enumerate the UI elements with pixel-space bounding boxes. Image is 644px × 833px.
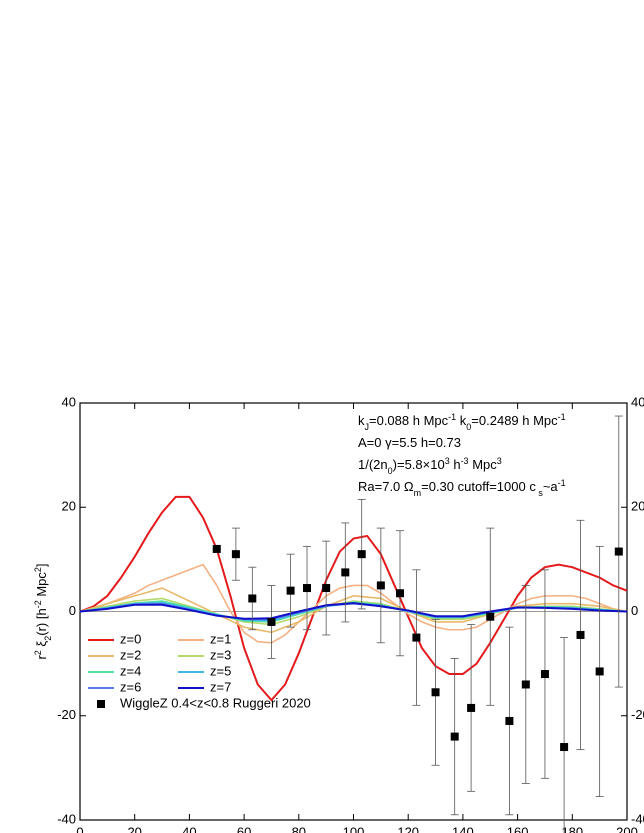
legend-label: z=2 bbox=[120, 647, 141, 662]
annotation: kJ=0.088 h Mpc-1 k0=0.2489 h Mpc-1 bbox=[358, 412, 566, 432]
legend-marker bbox=[97, 700, 105, 708]
legend-label: WiggleZ 0.4<z<0.8 Ruggeri 2020 bbox=[120, 695, 311, 710]
series-line bbox=[79, 563, 628, 644]
text-part: -1 bbox=[558, 478, 566, 488]
y-tick-label: 0 bbox=[69, 603, 76, 618]
legend-label: z=1 bbox=[210, 631, 231, 646]
text-part: h bbox=[450, 457, 461, 472]
x-tick-label: 40 bbox=[182, 824, 196, 833]
data-point bbox=[595, 667, 604, 676]
text-part: )=5.8×10 bbox=[393, 457, 445, 472]
legend-label: z=3 bbox=[210, 647, 231, 662]
x-tick-label: 100 bbox=[343, 824, 365, 833]
x-tick-label: 120 bbox=[397, 824, 419, 833]
legend-label: z=7 bbox=[210, 679, 231, 694]
x-tick-label: 60 bbox=[237, 824, 251, 833]
text-part: 1/(2n bbox=[358, 457, 388, 472]
y2-tick-label: 40 bbox=[631, 394, 644, 409]
data-point bbox=[614, 547, 623, 556]
text-part: m bbox=[414, 488, 422, 498]
y2-tick-label: -20 bbox=[631, 707, 644, 722]
data-point bbox=[322, 584, 331, 593]
text-part: (r) [h bbox=[34, 608, 49, 635]
data-point bbox=[431, 688, 440, 697]
text-part: r bbox=[34, 655, 49, 660]
text-part: k bbox=[456, 413, 467, 428]
data-point bbox=[248, 594, 257, 603]
text-part: -1 bbox=[448, 412, 456, 422]
data-point bbox=[467, 703, 476, 712]
text-part: 3 bbox=[445, 456, 450, 466]
text-part: Ra=7.0 Ω bbox=[358, 479, 414, 494]
legend-label: z=6 bbox=[120, 679, 141, 694]
text-part: 3 bbox=[497, 456, 502, 466]
legend-label: z=0 bbox=[120, 631, 141, 646]
x-tick-label: 0 bbox=[76, 824, 83, 833]
x-tick-label: 80 bbox=[292, 824, 306, 833]
y2-tick-label: -40 bbox=[631, 811, 644, 826]
text-part: Mpc bbox=[34, 572, 49, 601]
text-part: 0 bbox=[388, 466, 393, 476]
text-part: =0.2489 h Mpc bbox=[471, 413, 558, 428]
data-point bbox=[560, 743, 569, 752]
y-tick-label: 40 bbox=[62, 394, 76, 409]
text-part: 2 bbox=[43, 636, 53, 641]
x-tick-label: 200 bbox=[616, 824, 638, 833]
text-part: Mpc bbox=[469, 457, 498, 472]
data-point bbox=[376, 581, 385, 590]
text-part: s bbox=[536, 488, 544, 498]
data-point bbox=[231, 550, 240, 559]
data-point bbox=[576, 630, 585, 639]
data-point bbox=[521, 680, 530, 689]
data-point bbox=[395, 589, 404, 598]
text-part: -2 bbox=[33, 600, 43, 608]
legend-label: z=5 bbox=[210, 663, 231, 678]
y2-tick-label: 0 bbox=[631, 603, 638, 618]
series-line bbox=[79, 587, 628, 634]
text-part: =0.30 cutoff=1000 c bbox=[421, 479, 536, 494]
data-point bbox=[286, 586, 295, 595]
annotation: 1/(2n0)=5.8×103 h-3 Mpc3 bbox=[358, 456, 502, 476]
legend-label: z=4 bbox=[120, 663, 141, 678]
y-tick-label: -40 bbox=[57, 811, 76, 826]
y-tick-label: -20 bbox=[57, 707, 76, 722]
annotation: Ra=7.0 Ωm=0.30 cutoff=1000 c s~a-1 bbox=[358, 478, 566, 498]
data-point bbox=[303, 584, 312, 593]
text-part: J bbox=[365, 422, 370, 432]
data-point bbox=[212, 544, 221, 553]
text-part: A=0 γ=5.5 h=0.73 bbox=[358, 435, 461, 450]
y-tick-label: 20 bbox=[62, 499, 76, 514]
data-point bbox=[357, 550, 366, 559]
text-part: ] bbox=[34, 563, 49, 567]
x-tick-label: 20 bbox=[127, 824, 141, 833]
data-point bbox=[412, 633, 421, 642]
text-part: 2 bbox=[33, 567, 43, 572]
text-part: ξ bbox=[34, 641, 49, 651]
text-part: =0.088 h Mpc bbox=[369, 413, 449, 428]
text-part: ~a bbox=[543, 479, 559, 494]
text-part: -3 bbox=[461, 456, 469, 466]
text-part: 0 bbox=[466, 422, 471, 432]
text-part: -1 bbox=[558, 412, 566, 422]
series-line bbox=[79, 495, 628, 702]
y-axis-label: r2 ξ2(r) [h-2 Mpc2] bbox=[33, 563, 53, 659]
data-point bbox=[486, 612, 495, 621]
data-point bbox=[267, 617, 276, 626]
x-tick-label: 140 bbox=[452, 824, 474, 833]
text-part: 2 bbox=[33, 650, 43, 655]
data-point bbox=[540, 670, 549, 679]
data-point bbox=[450, 732, 459, 741]
text-part: k bbox=[358, 413, 365, 428]
data-point bbox=[505, 716, 514, 725]
x-tick-label: 180 bbox=[561, 824, 583, 833]
series-line bbox=[79, 602, 628, 620]
y2-tick-label: 20 bbox=[631, 499, 644, 514]
annotation: A=0 γ=5.5 h=0.73 bbox=[358, 435, 461, 450]
x-tick-label: 160 bbox=[507, 824, 529, 833]
data-point bbox=[341, 568, 350, 577]
